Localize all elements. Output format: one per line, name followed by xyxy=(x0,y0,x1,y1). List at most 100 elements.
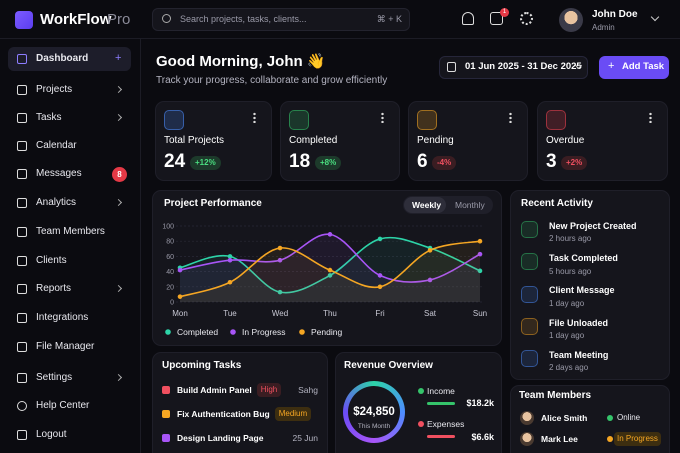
user-avatar xyxy=(559,8,583,32)
member-avatar xyxy=(520,432,534,446)
status-dot xyxy=(607,436,613,442)
activity-title: Recent Activity xyxy=(521,198,593,209)
notification-badge: 1 xyxy=(500,8,509,17)
nav-icon xyxy=(17,141,27,151)
activity-time: 1 day ago xyxy=(549,298,585,308)
tab[interactable]: Weekly xyxy=(412,199,442,210)
activity-text: Task Completed xyxy=(549,252,618,263)
stat-title: Completed xyxy=(289,135,338,146)
nav-icon xyxy=(17,342,27,352)
stat-menu[interactable] xyxy=(649,112,652,123)
chart-title: Project Performance xyxy=(164,198,262,209)
task-due: Sahg xyxy=(298,384,318,395)
stat-card xyxy=(280,101,400,181)
nav-label: Logout xyxy=(36,429,67,440)
task-due: 25 Jun xyxy=(292,432,318,443)
logo xyxy=(15,11,33,29)
nav-icon xyxy=(17,430,27,440)
income-dot xyxy=(418,388,424,394)
nav-label: Analytics xyxy=(36,197,77,208)
task-title: Design Landing Page xyxy=(177,432,264,443)
nav-label: Reports xyxy=(36,283,72,294)
stat-menu[interactable] xyxy=(381,112,384,123)
stat-icon xyxy=(164,110,184,130)
greeting: Good Morning, John 👋 xyxy=(156,53,326,70)
user-menu-chevron[interactable] xyxy=(650,12,660,22)
task-icon xyxy=(162,386,170,394)
inbox-icon[interactable] xyxy=(490,12,503,25)
user-name: John Doe xyxy=(592,9,638,20)
stat-change: -4% xyxy=(432,156,457,170)
search-box[interactable] xyxy=(152,8,410,31)
nav-plus: + xyxy=(115,52,122,65)
stat-value: 3 xyxy=(546,150,557,172)
activity-icon xyxy=(521,253,538,271)
activity-text: Team Meeting xyxy=(549,349,609,360)
stat-change: +2% xyxy=(561,156,588,170)
date-range-box[interactable] xyxy=(439,56,588,79)
messages-badge: 8 xyxy=(112,167,127,182)
tab-active-bg xyxy=(404,197,446,213)
nav-label: Messages xyxy=(36,168,82,179)
settings-icon[interactable] xyxy=(520,12,533,25)
nav-icon xyxy=(17,113,27,123)
stat-value: 24 xyxy=(164,150,186,172)
stat-title: Pending xyxy=(417,135,454,146)
revenue-title: Revenue Overview xyxy=(344,360,433,371)
nav-icon xyxy=(17,313,27,323)
income-label: Income xyxy=(427,385,455,396)
nav-label: Dashboard xyxy=(36,53,89,64)
nav-icon xyxy=(17,198,27,208)
task-title: Fix Authentication Bug xyxy=(177,408,270,419)
member-name: Mark Lee xyxy=(541,433,578,444)
task-title: Build Admin Panel xyxy=(177,384,252,395)
activity-text: File Unloaded xyxy=(549,317,609,328)
activity-time: 2 hours ago xyxy=(549,234,592,244)
sidebar-divider xyxy=(140,38,141,453)
stat-card xyxy=(408,101,528,181)
nav-active-bg xyxy=(8,47,131,71)
tasks-card xyxy=(152,352,328,453)
activity-icon xyxy=(521,285,538,303)
calendar-icon xyxy=(447,62,456,72)
subtitle: Track your progress, collaborate and gro… xyxy=(156,75,388,86)
member-status: In Progress xyxy=(614,432,661,446)
stat-title: Total Projects xyxy=(164,135,225,146)
header-divider xyxy=(0,38,680,39)
member-avatar xyxy=(520,411,534,425)
nav-icon xyxy=(17,256,27,266)
tab[interactable]: Monthly xyxy=(455,199,485,210)
nav-icon xyxy=(17,227,27,237)
add-task-button[interactable] xyxy=(599,56,669,79)
expenses-dot xyxy=(418,421,424,427)
activity-icon xyxy=(521,350,538,368)
expenses-value: $6.6k xyxy=(471,431,494,442)
nav-icon xyxy=(17,85,27,95)
income-bar xyxy=(427,402,455,405)
activity-icon xyxy=(521,317,538,335)
income-value: $18.2k xyxy=(466,397,494,408)
search-icon xyxy=(162,14,171,23)
expenses-label: Expenses xyxy=(427,418,465,429)
nav-icon xyxy=(17,284,27,294)
stat-icon xyxy=(546,110,566,130)
activity-icon xyxy=(521,221,538,238)
bell-icon[interactable] xyxy=(462,12,474,25)
stat-card xyxy=(537,101,668,181)
revenue-total: $24,850 xyxy=(353,406,395,418)
activity-text: Client Message xyxy=(549,285,615,296)
nav-icon xyxy=(17,54,27,64)
activity-time: 2 days ago xyxy=(549,363,589,373)
member-name: Alice Smith xyxy=(541,412,588,423)
nav-icon xyxy=(17,169,27,179)
user-role: Admin xyxy=(592,23,615,33)
stat-icon xyxy=(289,110,309,130)
task-icon xyxy=(162,434,170,442)
task-tag: Medium xyxy=(274,407,312,421)
stat-value: 18 xyxy=(289,150,311,172)
stat-menu[interactable] xyxy=(253,112,256,123)
stat-value: 6 xyxy=(417,150,428,172)
stat-menu[interactable] xyxy=(509,112,512,123)
revenue-ring-inner xyxy=(348,386,400,438)
